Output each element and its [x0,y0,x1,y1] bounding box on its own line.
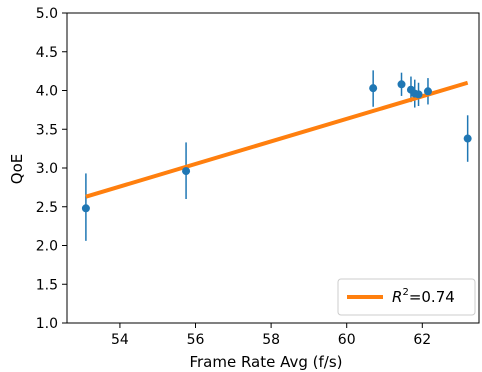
y-tick-label: 1.0 [36,316,58,332]
data-point [81,204,90,213]
legend-value: =0.74 [409,288,455,306]
y-tick-label: 3.0 [36,161,58,177]
axes [66,12,480,324]
y-tick-label: 4.0 [36,84,58,100]
y-tick-label: 1.5 [36,277,58,293]
data-point [423,87,432,96]
data-points [81,80,472,213]
data-point [463,134,472,143]
y-tick-label: 5.0 [36,6,58,22]
x-axis-label: Frame Rate Avg (f/s) [189,353,342,371]
data-point [397,80,406,89]
fit-line-group [85,80,469,199]
y-tick-label: 2.5 [36,200,58,216]
fit-line [85,80,469,199]
error-bars [85,70,469,241]
plot-frame [66,12,480,324]
y-tick-label: 4.5 [36,45,58,61]
legend-superscript: 2 [402,287,408,298]
x-tick-label: 58 [262,332,280,348]
x-tick-label: 54 [111,332,129,348]
data-point [414,90,423,99]
y-axis-label: QoE [8,154,26,184]
y-tick-label: 2.0 [36,239,58,255]
legend-box [337,278,476,316]
y-ticks: 1.0 1.5 2.0 2.5 3.0 3.5 4.0 4.5 5.0 [36,6,67,332]
x-ticks: 54 56 58 60 62 [111,323,431,348]
legend-label: R2=0.74 [392,287,455,306]
x-tick-label: 60 [338,332,356,348]
data-point [369,84,378,93]
x-tick-label: 62 [413,332,431,348]
legend-r-symbol: R [392,288,402,306]
y-tick-label: 3.5 [36,122,58,138]
x-tick-label: 56 [187,332,205,348]
legend: R2=0.74 [337,278,476,316]
data-point [182,167,191,176]
